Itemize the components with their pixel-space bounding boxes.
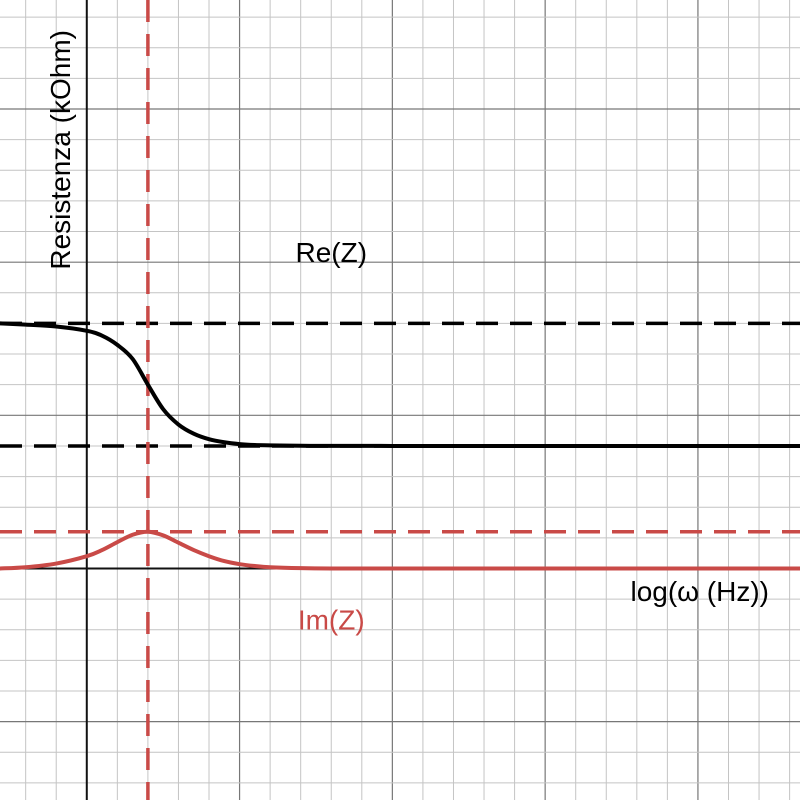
x-axis-label: log(ω (Hz)) [630,576,769,607]
im-z-annotation: Im(Z) [298,605,365,636]
series-line-im-z- [0,529,800,571]
y-axis-label: Resistenza (kOhm) [45,30,76,270]
re-z-annotation: Re(Z) [295,237,367,268]
series-line-re-z- [0,321,800,448]
labels: log(ω (Hz)) Resistenza (kOhm) Re(Z) Im(Z… [45,30,769,636]
series-group [0,321,800,571]
